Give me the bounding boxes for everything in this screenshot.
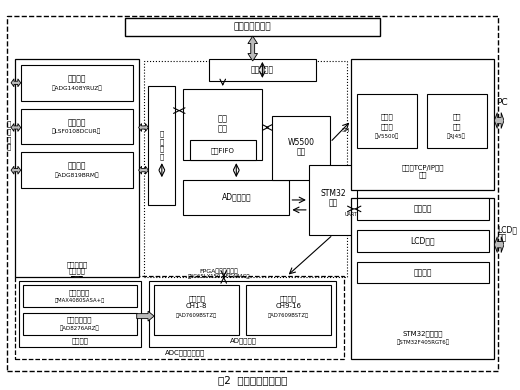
Bar — [23, 313, 137, 335]
Text: PC: PC — [496, 98, 508, 107]
Text: 电流转电压: 电流转电压 — [69, 289, 90, 296]
Text: 处理: 处理 — [218, 124, 228, 133]
Text: （AD7609BSTZ）: （AD7609BSTZ） — [176, 313, 217, 317]
Text: 电压采集: 电压采集 — [280, 295, 297, 301]
Bar — [125, 18, 380, 36]
Text: 控制: 控制 — [328, 199, 337, 207]
Text: CH9-16: CH9-16 — [276, 303, 302, 309]
Text: 电压采集: 电压采集 — [188, 295, 205, 301]
Polygon shape — [495, 113, 504, 128]
Text: （RJ45）: （RJ45） — [447, 134, 466, 139]
Text: FPGA逻辑控制模块: FPGA逻辑控制模块 — [200, 269, 238, 274]
Text: 通
道
切
换: 通 道 切 换 — [160, 131, 164, 160]
Text: 信号调理: 信号调理 — [71, 338, 88, 344]
Polygon shape — [11, 79, 21, 87]
Text: CH1-8: CH1-8 — [186, 303, 207, 309]
Text: 以太网TCP/IP通信: 以太网TCP/IP通信 — [401, 165, 444, 172]
Bar — [15, 59, 139, 277]
Bar — [209, 59, 316, 81]
Text: 串口通信: 串口通信 — [413, 204, 432, 213]
Text: 切换模块: 切换模块 — [68, 267, 85, 274]
Text: 电压信号调理: 电压信号调理 — [67, 317, 93, 323]
Text: 时钟与复位: 时钟与复位 — [251, 66, 274, 74]
Text: 被
测
通
道: 被 测 通 道 — [7, 121, 11, 150]
Bar — [352, 59, 495, 190]
Bar — [183, 89, 263, 160]
Polygon shape — [137, 311, 154, 321]
Polygon shape — [495, 237, 504, 253]
Text: W5500: W5500 — [288, 138, 315, 147]
Text: 键盘控制: 键盘控制 — [413, 268, 432, 277]
Bar — [357, 198, 489, 220]
Polygon shape — [11, 166, 21, 174]
Text: （XC6SLX150-2FG484C）: （XC6SLX150-2FG484C） — [188, 274, 250, 279]
Text: 信息: 信息 — [452, 113, 461, 120]
Text: 控制: 控制 — [296, 148, 306, 157]
Polygon shape — [248, 36, 257, 61]
Text: SPI: SPI — [341, 128, 349, 133]
Text: （STM32F405RGT6）: （STM32F405RGT6） — [396, 339, 449, 345]
Text: 插座: 插座 — [452, 123, 461, 130]
Text: 通道管理与: 通道管理与 — [66, 261, 87, 268]
Bar — [19, 281, 140, 347]
Bar — [190, 140, 256, 160]
Polygon shape — [139, 124, 148, 131]
Text: LCD与: LCD与 — [497, 225, 517, 234]
Text: 控制切换: 控制切换 — [68, 162, 86, 171]
Bar — [357, 230, 489, 252]
Bar — [246, 285, 331, 335]
Text: UART: UART — [345, 213, 358, 217]
Bar — [145, 61, 347, 277]
Text: （ADG819BRM）: （ADG819BRM） — [55, 172, 99, 178]
Text: （AD8276ARZ）: （AD8276ARZ） — [60, 325, 99, 331]
Text: 键盘: 键盘 — [497, 233, 506, 242]
Bar — [272, 115, 330, 180]
Text: 图2  硬件设计结构框图: 图2 硬件设计结构框图 — [218, 376, 288, 386]
Text: 片内FIFO: 片内FIFO — [211, 147, 235, 154]
Text: 控制器: 控制器 — [381, 123, 394, 130]
Text: （MAX4080SASA+）: （MAX4080SASA+） — [55, 298, 105, 303]
Bar — [309, 165, 357, 235]
Bar — [148, 86, 175, 205]
Bar — [21, 65, 133, 101]
Text: （V5500）: （V5500） — [375, 134, 399, 139]
Bar — [352, 198, 495, 359]
Text: AD采集控制: AD采集控制 — [222, 193, 251, 202]
Bar — [15, 277, 344, 359]
Bar — [21, 109, 133, 144]
Bar — [357, 94, 417, 148]
Text: 模块: 模块 — [419, 172, 427, 179]
Bar — [154, 285, 239, 335]
Text: （AD7609BSTZ）: （AD7609BSTZ） — [268, 313, 309, 317]
Text: AD采集电路: AD采集电路 — [229, 338, 256, 344]
Polygon shape — [11, 124, 21, 131]
Text: （ADG1408YRUZ）: （ADG1408YRUZ） — [51, 85, 102, 90]
Bar — [23, 285, 137, 307]
Polygon shape — [139, 166, 148, 174]
Bar — [183, 180, 290, 215]
Text: 以太网: 以太网 — [381, 113, 394, 120]
Text: ADC信号采集模块: ADC信号采集模块 — [165, 349, 205, 356]
Bar — [149, 281, 336, 347]
Text: STM32: STM32 — [320, 188, 346, 197]
Bar — [21, 152, 133, 188]
Bar — [357, 262, 489, 284]
Text: LCD控制: LCD控制 — [410, 236, 435, 245]
Text: 数据: 数据 — [218, 114, 228, 123]
Bar — [427, 94, 487, 148]
Text: （LSF0108DCUR）: （LSF0108DCUR） — [52, 129, 101, 134]
Text: 电平转换: 电平转换 — [68, 118, 86, 127]
Text: STM32控制模块: STM32控制模块 — [402, 331, 443, 337]
Text: 电源与时钟模块: 电源与时钟模块 — [234, 23, 271, 32]
Text: 通道选通: 通道选通 — [68, 74, 86, 83]
